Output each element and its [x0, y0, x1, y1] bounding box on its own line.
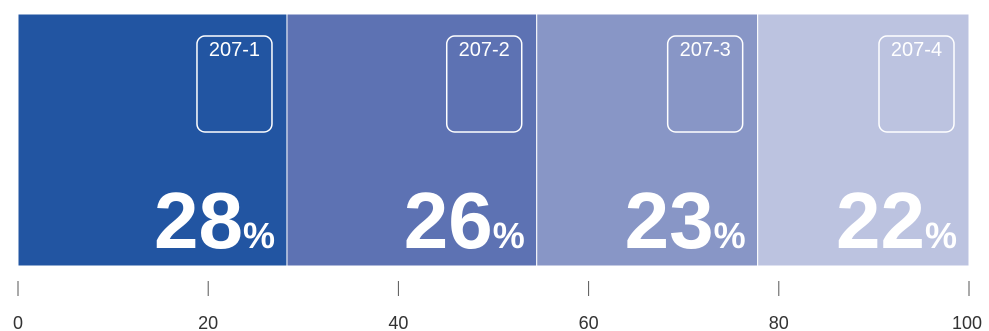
category-label-box	[878, 35, 955, 133]
data-label: 26%	[404, 176, 525, 265]
category-label: 207-2	[459, 39, 510, 61]
x-tick-label: 60	[579, 313, 599, 331]
x-tick-label: 20	[198, 313, 218, 331]
x-tick-label: 0	[13, 313, 23, 331]
bar-segment-207-4	[757, 13, 970, 267]
bar-segment-207-1	[17, 13, 288, 267]
bar-segment-207-2	[286, 13, 538, 267]
category-label-box	[666, 35, 744, 133]
category-label-box	[445, 35, 523, 133]
data-label: 23%	[625, 176, 746, 265]
x-tick-label: 40	[388, 313, 408, 331]
x-tick-label: 80	[769, 313, 789, 331]
x-axis: 0 20 40 60 80 100	[13, 281, 982, 331]
category-label: 207-3	[680, 39, 731, 61]
data-label: 22%	[836, 176, 957, 265]
x-tick-label: 100	[952, 313, 982, 331]
bar-segments: 207-1 28% 207-2 26% 207-3 23% 207-4 22%	[17, 13, 970, 267]
category-label: 207-1	[209, 39, 260, 61]
category-label-box	[196, 35, 273, 133]
data-label: 28%	[154, 176, 275, 265]
bar-segment-207-3	[536, 13, 759, 267]
category-label: 207-4	[891, 39, 942, 61]
